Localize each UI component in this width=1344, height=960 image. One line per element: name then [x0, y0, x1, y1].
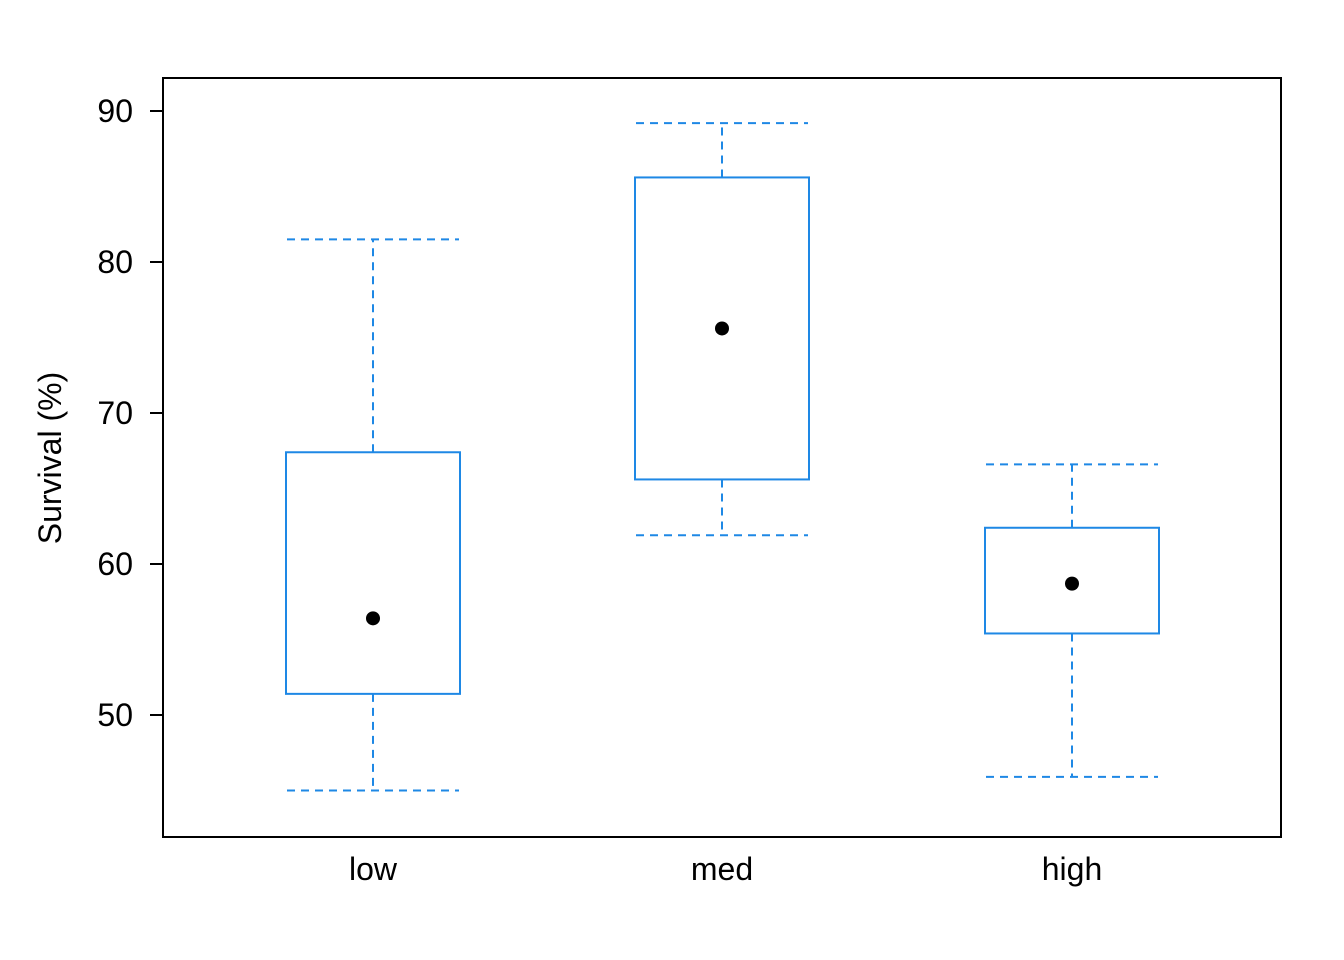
median-point [366, 611, 380, 626]
median-point [715, 321, 729, 336]
x-tick-label-high: high [1042, 851, 1103, 887]
iqr-box [285, 451, 461, 695]
y-axis: 50 60 70 80 90 [97, 93, 163, 733]
y-tick-label: 50 [97, 697, 133, 733]
x-tick-label-med: med [691, 851, 753, 887]
box-med [634, 122, 810, 537]
y-tick-label: 80 [97, 244, 133, 280]
median-point [1065, 576, 1079, 591]
x-axis: low med high [349, 851, 1102, 887]
y-axis-title: Survival (%) [32, 372, 68, 544]
plot-frame [162, 77, 1282, 838]
x-tick-label-low: low [349, 851, 398, 887]
y-tick-label: 60 [97, 546, 133, 582]
y-tick-label: 70 [97, 395, 133, 431]
y-tick-label: 90 [97, 93, 133, 129]
box-low [285, 238, 461, 792]
box-high [984, 463, 1160, 778]
boxes [285, 122, 1160, 792]
